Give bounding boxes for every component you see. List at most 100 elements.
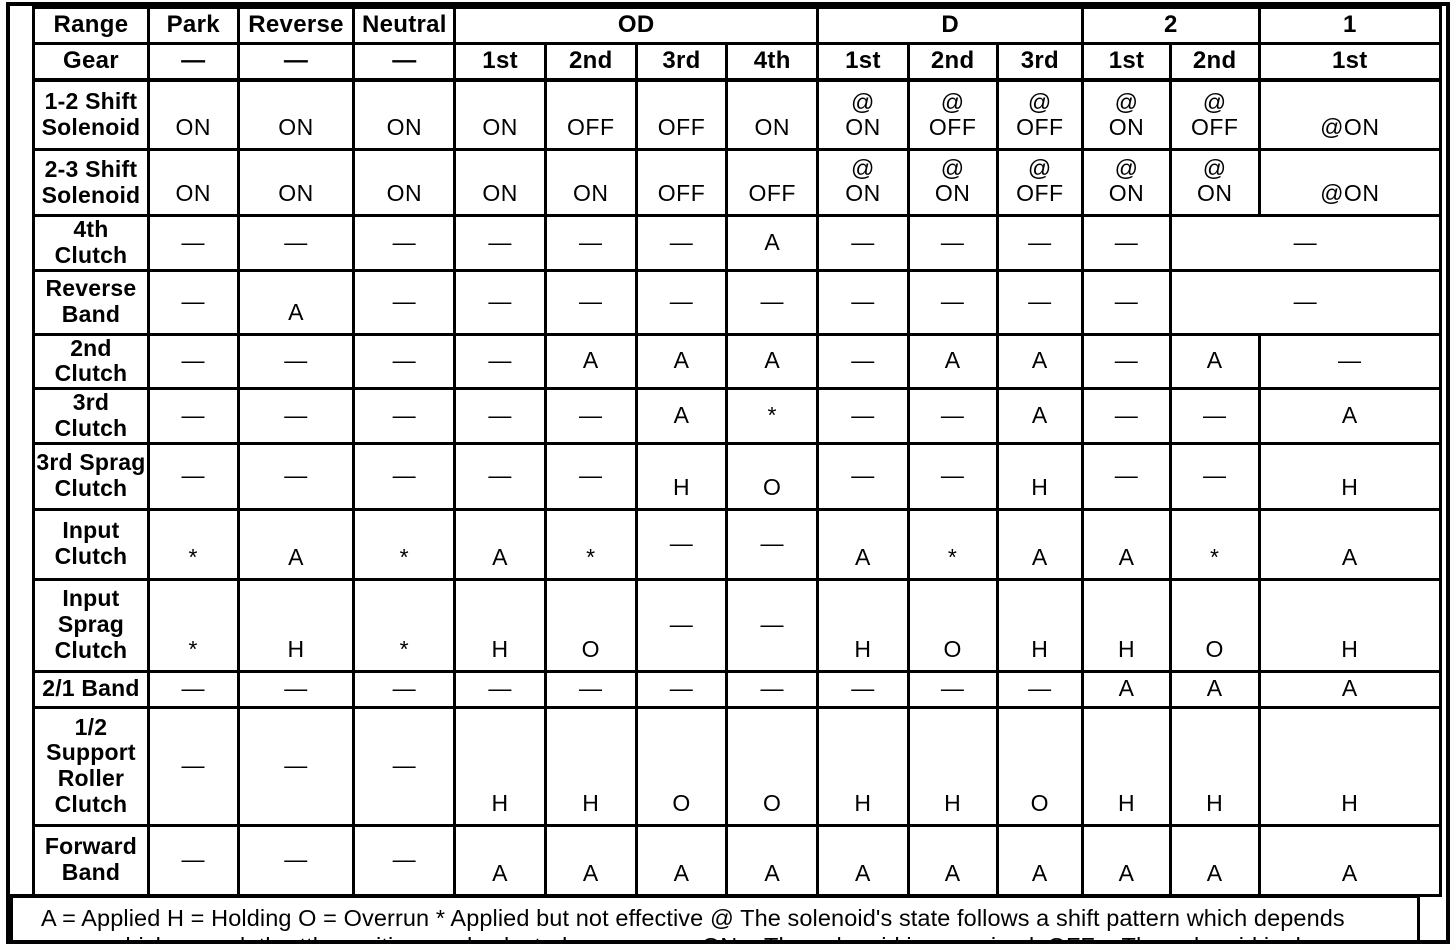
value-cell: H bbox=[634, 441, 729, 511]
value-cell: A bbox=[906, 332, 999, 390]
gear-cell: — bbox=[352, 42, 457, 82]
gear-cell: 3rd bbox=[634, 42, 729, 82]
value-cell: — bbox=[543, 268, 638, 336]
value-cell: A bbox=[453, 823, 547, 897]
value-cell: — bbox=[543, 387, 638, 445]
value-cell: — bbox=[352, 441, 457, 511]
value-cell: ON bbox=[146, 148, 240, 217]
value-cell: O bbox=[634, 705, 729, 827]
gear-cell: 2nd bbox=[1168, 42, 1261, 82]
row-label: 1-2 Shift Solenoid bbox=[32, 78, 150, 151]
value-cell: OFF bbox=[725, 148, 820, 217]
value-cell: — bbox=[146, 669, 240, 709]
value-cell: H bbox=[995, 441, 1085, 511]
value-cell: OFF bbox=[634, 78, 729, 151]
value-cell: * bbox=[352, 577, 457, 673]
table-row: Forward Band — — — A A A A A A A A A A bbox=[32, 823, 1443, 897]
value-cell: A bbox=[725, 823, 820, 897]
value-cell: — bbox=[1168, 268, 1443, 336]
value-cell: — bbox=[146, 214, 240, 272]
value-cell: — bbox=[352, 268, 457, 336]
value-cell: — bbox=[236, 669, 356, 709]
value-cell: — bbox=[1081, 332, 1172, 390]
value-cell: @ON bbox=[1257, 78, 1443, 151]
table-row: 1-2 Shift Solenoid ON ON ON ON OFF OFF ON @ ON @ … bbox=[32, 78, 1443, 151]
value-cell: @ ON bbox=[816, 148, 910, 217]
group-header-cell: Neutral bbox=[352, 6, 457, 45]
gear-cell: 1st bbox=[1257, 42, 1443, 82]
value-cell: — bbox=[236, 823, 356, 897]
value-cell: — bbox=[1168, 214, 1443, 272]
value-cell: * bbox=[146, 507, 240, 581]
value-cell: ON bbox=[453, 148, 547, 217]
gear-cell: 4th bbox=[725, 42, 820, 82]
value-cell: A bbox=[725, 214, 820, 272]
table-row: 2/1 Band — — — — — — — — — — A A A bbox=[32, 669, 1443, 709]
value-cell: — bbox=[995, 669, 1085, 709]
gear-cell: — bbox=[146, 42, 240, 82]
value-cell: H bbox=[1257, 441, 1443, 511]
value-cell: A bbox=[995, 387, 1085, 445]
value-cell: A bbox=[236, 507, 356, 581]
value-cell: @ OFF bbox=[1168, 78, 1261, 151]
value-cell: A bbox=[816, 507, 910, 581]
value-cell: A bbox=[995, 332, 1085, 390]
gear-cell: 2nd bbox=[906, 42, 999, 82]
chart-header: Range Park Reverse Neutral OD D 2 1 Gear — — —1st 2n… bbox=[32, 6, 1443, 82]
value-cell: * bbox=[906, 507, 999, 581]
row-label: Forward Band bbox=[32, 823, 150, 897]
value-cell: ON bbox=[543, 148, 638, 217]
value-cell: O bbox=[906, 577, 999, 673]
value-cell: @ OFF bbox=[995, 78, 1085, 151]
value-cell: — bbox=[236, 387, 356, 445]
value-cell: H bbox=[1257, 705, 1443, 827]
row-label: 2/1 Band bbox=[32, 669, 150, 709]
table-row: 1/2 Support Roller Clutch — — — H H O O H H O H H H bbox=[32, 705, 1443, 827]
value-cell: — bbox=[236, 214, 356, 272]
value-cell: — bbox=[995, 268, 1085, 336]
value-cell: — bbox=[146, 441, 240, 511]
row-label: 2-3 Shift Solenoid bbox=[32, 148, 150, 217]
value-cell: — bbox=[634, 577, 729, 673]
gear-cell: 2nd bbox=[543, 42, 638, 82]
value-cell: H bbox=[1257, 577, 1443, 673]
table-frame: Range Park Reverse Neutral OD D 2 1 Gear — — —1st 2n… bbox=[6, 2, 1450, 944]
value-cell: * bbox=[352, 507, 457, 581]
legend-footnote: A = Applied H = Holding O = Overrun * Ap… bbox=[10, 893, 1420, 940]
value-cell: — bbox=[453, 441, 547, 511]
value-cell: H bbox=[995, 577, 1085, 673]
row-label: Input Sprag Clutch bbox=[32, 577, 150, 673]
value-cell: A bbox=[543, 332, 638, 390]
value-cell: H bbox=[816, 577, 910, 673]
table-row: 3rd Sprag Clutch — — — — — H O — — H — — H bbox=[32, 441, 1443, 511]
value-cell: — bbox=[543, 669, 638, 709]
value-cell: — bbox=[1081, 268, 1172, 336]
value-cell: @ OFF bbox=[906, 78, 999, 151]
value-cell: — bbox=[634, 214, 729, 272]
gear-cell: — bbox=[236, 42, 356, 82]
value-cell: — bbox=[906, 268, 999, 336]
gear-cell: 1st bbox=[1081, 42, 1172, 82]
range-header-row: Range Park Reverse Neutral OD D 2 1 bbox=[32, 6, 1443, 45]
gear-corner-cell: Gear bbox=[32, 42, 150, 82]
value-cell: — bbox=[634, 669, 729, 709]
value-cell: A bbox=[1257, 669, 1443, 709]
value-cell: — bbox=[352, 823, 457, 897]
value-cell: — bbox=[1257, 332, 1443, 390]
row-label: 1/2 Support Roller Clutch bbox=[32, 705, 150, 827]
value-cell: A bbox=[1081, 507, 1172, 581]
value-cell: O bbox=[995, 705, 1085, 827]
value-cell: O bbox=[725, 705, 820, 827]
value-cell: @ ON bbox=[1081, 148, 1172, 217]
value-cell: O bbox=[1168, 577, 1261, 673]
row-label: Reverse Band bbox=[32, 268, 150, 336]
table-row: 2-3 Shift Solenoid ON ON ON ON ON OFF OFF @ ON @ … bbox=[32, 148, 1443, 217]
value-cell: ON bbox=[352, 148, 457, 217]
value-cell: — bbox=[352, 669, 457, 709]
table-row: Reverse Band — A — — — — — — — — — — bbox=[32, 268, 1443, 336]
value-cell: A bbox=[453, 507, 547, 581]
group-header-cell: Reverse bbox=[236, 6, 356, 45]
value-cell: — bbox=[995, 214, 1085, 272]
value-cell: A bbox=[1257, 507, 1443, 581]
table-row: 4th Clutch — — — — — — A — — — — — bbox=[32, 214, 1443, 272]
